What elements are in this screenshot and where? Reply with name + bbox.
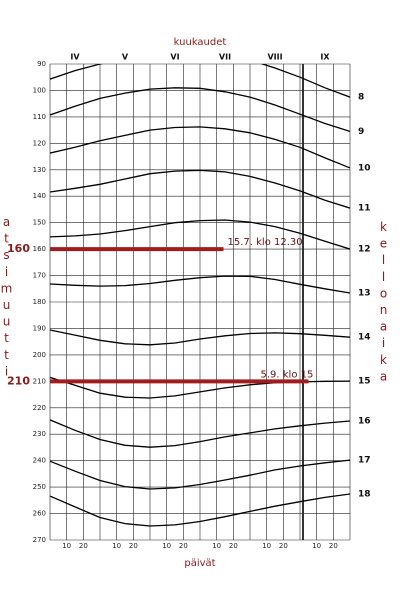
x-tick-label: 10 [112, 542, 121, 550]
hour-curve [50, 219, 350, 250]
x-tick-label: 20 [79, 542, 88, 550]
month-label: V [122, 53, 129, 62]
y-tick-label: 100 [33, 86, 46, 94]
month-label: VIII [267, 53, 282, 62]
hour-curve [50, 126, 350, 169]
hour-curve [50, 459, 350, 490]
hour-label: 9 [358, 127, 364, 137]
y-tick-label: 240 [33, 457, 46, 465]
hour-curve [50, 87, 350, 133]
month-label: IV [70, 53, 80, 62]
hour-label: 10 [358, 163, 371, 173]
hour-label: 8 [358, 93, 364, 103]
y-tick-label: 180 [33, 298, 46, 306]
y-tick-label: 270 [33, 536, 46, 544]
hour-curve [50, 169, 350, 209]
hour-label: 11 [358, 204, 371, 214]
hour-label: 16 [358, 417, 371, 427]
hour-label: 12 [358, 245, 371, 255]
annotation-value: 210 [7, 374, 30, 387]
y-tick-label: 200 [33, 351, 46, 359]
hour-label: 18 [358, 489, 371, 499]
y-tick-label: 210 [33, 377, 46, 385]
month-label: VII [219, 53, 231, 62]
x-tick-label: 20 [329, 542, 338, 550]
hour-curve [50, 493, 350, 527]
annotation-text: 15.7. klo 12.30 [228, 237, 303, 248]
hour-label: 13 [358, 289, 371, 299]
x-bottom-title: päivät [184, 558, 215, 569]
x-title: kuukaudet [174, 37, 227, 48]
x-tick-label: 10 [162, 542, 171, 550]
y-tick-label: 190 [33, 324, 46, 332]
y-tick-label: 260 [33, 510, 46, 518]
y-tick-label: 170 [33, 272, 46, 280]
y-title: atsimuutti [0, 215, 14, 381]
y2-title: kellonaika [377, 220, 391, 386]
hour-label: 17 [358, 456, 371, 466]
month-label: IX [320, 53, 330, 62]
hour-curve [50, 275, 350, 294]
y-tick-label: 230 [33, 430, 46, 438]
curves [50, 64, 350, 527]
x-tick-label: 20 [229, 542, 238, 550]
annotation-value: 160 [7, 242, 30, 255]
hour-curve [50, 419, 350, 448]
y-tick-label: 220 [33, 404, 46, 412]
y-tick-label: 160 [33, 245, 46, 253]
y-tick-label: 120 [33, 139, 46, 147]
y-tick-label: 140 [33, 192, 46, 200]
y-tick-label: 90 [37, 60, 46, 68]
x-tick-label: 20 [279, 542, 288, 550]
hour-curve [50, 64, 350, 98]
hour-label: 15 [358, 377, 371, 387]
y-tick-label: 150 [33, 219, 46, 227]
hour-curve [50, 329, 350, 346]
annotation-text: 5.9. klo 15 [261, 369, 314, 380]
x-tick-label: 10 [62, 542, 71, 550]
hour-label: 14 [358, 333, 371, 343]
x-tick-label: 20 [129, 542, 138, 550]
x-tick-label: 10 [262, 542, 271, 550]
y-tick-label: 130 [33, 166, 46, 174]
y-tick-label: 250 [33, 483, 46, 491]
x-tick-label: 10 [212, 542, 221, 550]
month-label: VI [170, 53, 179, 62]
x-tick-label: 10 [312, 542, 321, 550]
y-tick-label: 110 [33, 113, 46, 121]
x-tick-label: 20 [179, 542, 188, 550]
